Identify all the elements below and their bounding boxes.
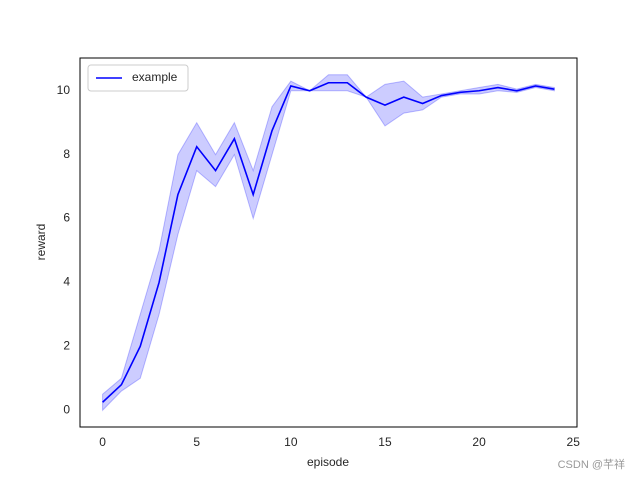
x-tick-label: 0 [99, 435, 106, 449]
x-tick-label: 25 [567, 435, 581, 449]
legend-box [87, 64, 189, 92]
y-tick-label: 10 [57, 83, 71, 97]
confidence-band [102, 74, 555, 412]
y-tick-label: 2 [63, 339, 70, 353]
legend-label: example [132, 70, 178, 84]
y-tick-label: 6 [63, 211, 70, 225]
x-tick-label: 5 [193, 435, 200, 449]
line [102, 81, 555, 403]
y-axis-label: reward [34, 224, 48, 261]
watermark: CSDN @芊祥 [558, 457, 625, 471]
y-tick-label: 0 [63, 402, 70, 416]
x-tick-label: 10 [284, 435, 298, 449]
y-tick-label: 8 [63, 147, 70, 161]
x-axis-label: episode [307, 455, 349, 469]
x-tick-label: 20 [472, 435, 486, 449]
plot-frame [79, 57, 578, 428]
y-tick-label: 4 [63, 275, 70, 289]
x-tick-label: 15 [378, 435, 392, 449]
